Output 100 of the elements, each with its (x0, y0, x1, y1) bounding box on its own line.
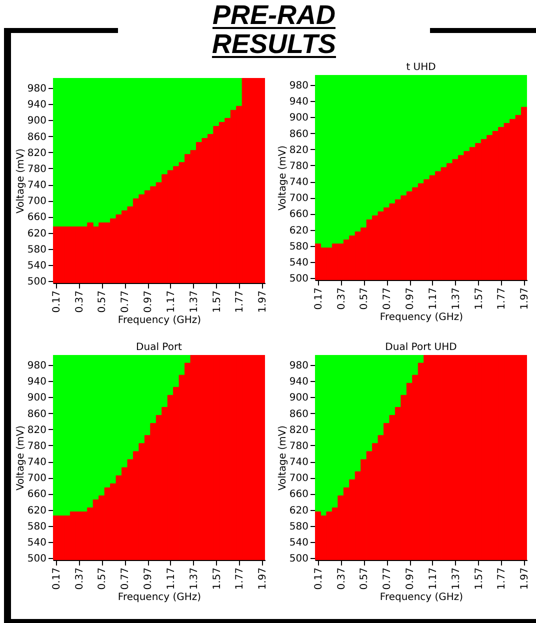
y-tick-label: 900 (289, 112, 308, 124)
x-tick-label: 1.57 (474, 568, 485, 590)
x-axis-title: Frequency (GHz) (380, 592, 464, 603)
x-tick-label: 0.17 (51, 290, 62, 313)
x-tick-label: 0.37 (74, 568, 86, 590)
y-axis-title: Voltage (mV) (15, 425, 26, 491)
y-tick-label: 580 (27, 244, 46, 256)
x-tick-label: 1.57 (212, 290, 223, 313)
y-tick-label: 700 (27, 473, 46, 484)
x-tick-label: 1.97 (520, 568, 531, 590)
y-tick-label: 620 (27, 505, 46, 516)
y-tick-label: 860 (289, 128, 308, 140)
y-tick-label: 740 (289, 177, 308, 188)
y-tick-label: 580 (27, 521, 46, 532)
y-tick-label: 980 (27, 84, 46, 95)
x-tick-label: 0.37 (74, 290, 86, 313)
x-tick-label: 0.57 (97, 290, 108, 313)
y-tick-label: 820 (289, 144, 308, 156)
y-tick-label: 740 (27, 457, 46, 468)
x-tick-label: 0.97 (405, 288, 416, 310)
y-tick-label: 660 (289, 489, 308, 500)
y-tick-label: 980 (289, 360, 308, 372)
x-axis-title: Frequency (GHz) (118, 592, 202, 603)
x-tick-label: 0.37 (336, 288, 348, 310)
x-tick-label: 0.17 (313, 568, 324, 590)
y-tick-label: 940 (27, 376, 46, 388)
x-axis-title: Frequency (GHz) (380, 312, 464, 323)
x-tick-label: 1.77 (496, 288, 508, 310)
y-tick-label: 860 (27, 132, 46, 143)
x-tick-label: 1.57 (474, 288, 485, 310)
y-tick-label: 700 (289, 473, 308, 484)
y-tick-label: 780 (289, 160, 308, 172)
x-tick-label: 0.57 (359, 568, 370, 590)
y-tick-label: 900 (289, 392, 308, 404)
y-tick-label: 820 (27, 148, 46, 159)
x-tick-label: 0.17 (313, 288, 324, 310)
x-tick-label: 0.77 (120, 568, 132, 590)
y-tick-label: 860 (27, 408, 46, 420)
x-tick-label: 1.77 (234, 568, 246, 590)
x-tick-label: 1.37 (450, 568, 462, 590)
y-tick-label: 540 (289, 537, 308, 548)
y-tick-label: 620 (27, 228, 46, 240)
y-tick-label: 780 (27, 440, 46, 452)
y-tick-label: 500 (27, 276, 46, 288)
y-tick-label: 660 (289, 209, 308, 220)
x-tick-label: 1.57 (212, 568, 223, 590)
y-tick-label: 820 (27, 424, 46, 436)
x-tick-label: 1.17 (166, 568, 177, 590)
y-tick-label: 700 (27, 196, 46, 208)
y-tick-label: 780 (27, 164, 46, 175)
y-axis-title: Voltage (mV) (277, 425, 288, 491)
y-tick-label: 620 (289, 225, 308, 236)
x-tick-label: 0.97 (405, 568, 416, 590)
y-tick-label: 540 (27, 537, 46, 548)
x-tick-label: 1.17 (428, 568, 439, 590)
y-tick-label: 740 (27, 180, 46, 192)
y-tick-label: 900 (27, 392, 46, 404)
y-tick-label: 580 (289, 241, 308, 252)
y-tick-label: 580 (289, 521, 308, 532)
x-tick-label: 1.77 (496, 568, 508, 590)
y-tick-label: 500 (289, 273, 308, 284)
chart-title: Dual Port (136, 342, 182, 353)
y-tick-label: 780 (289, 440, 308, 452)
x-tick-label: 0.97 (143, 568, 154, 590)
text: PRE-RAD RESULTS (210, 0, 337, 59)
x-tick-label: 0.17 (51, 568, 62, 590)
x-tick-label: 1.77 (234, 290, 246, 313)
y-tick-label: 540 (289, 257, 308, 268)
y-tick-label: 620 (289, 505, 308, 516)
x-tick-label: 1.97 (258, 290, 269, 313)
x-tick-label: 1.97 (258, 568, 269, 590)
y-tick-label: 540 (27, 260, 46, 272)
y-tick-label: 500 (27, 553, 46, 564)
y-tick-label: 660 (27, 212, 46, 224)
chart-title: t UHD (406, 62, 436, 73)
x-tick-label: 0.57 (359, 288, 370, 310)
y-tick-label: 940 (27, 100, 46, 111)
y-tick-label: 980 (289, 80, 308, 92)
x-tick-label: 1.37 (450, 288, 462, 310)
x-tick-label: 1.17 (166, 290, 177, 313)
y-axis-title: Voltage (mV) (277, 145, 288, 211)
x-tick-label: 0.77 (120, 290, 132, 313)
y-tick-label: 940 (289, 96, 308, 108)
chart-title: Dual Port UHD (385, 342, 458, 353)
y-tick-label: 820 (289, 424, 308, 436)
y-tick-label: 940 (289, 376, 308, 388)
x-axis-title: Frequency (GHz) (118, 314, 202, 326)
x-tick-label: 0.77 (382, 568, 394, 590)
x-tick-label: 1.17 (428, 288, 439, 310)
y-tick-label: 660 (27, 489, 46, 500)
y-tick-label: 900 (27, 116, 46, 127)
x-tick-label: 0.97 (143, 290, 154, 313)
y-tick-label: 500 (289, 553, 308, 564)
y-axis-title: Voltage (mV) (15, 148, 26, 214)
y-tick-label: 700 (289, 193, 308, 204)
y-tick-label: 740 (289, 457, 308, 468)
x-tick-label: 1.37 (188, 290, 200, 313)
y-tick-label: 980 (27, 360, 46, 372)
x-tick-label: 0.37 (336, 568, 348, 590)
x-tick-label: 0.57 (97, 568, 108, 590)
